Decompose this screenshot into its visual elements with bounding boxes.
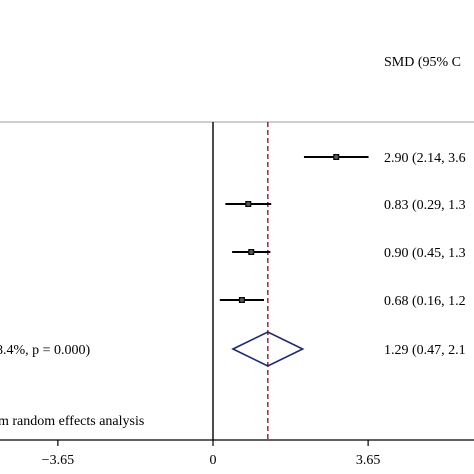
study-estimate-label: 0.68 (0.16, 1.2 [384, 294, 466, 309]
study-rows: 2.90 (2.14, 3.6 0.83 (0.29, 1.3 0.90 (0.45… [219, 151, 466, 309]
model-footnote: m random effects analysis [0, 414, 144, 429]
study-estimate-label: 0.90 (0.45, 1.3 [384, 246, 466, 261]
study-row: 0.83 (0.29, 1.3 [225, 198, 466, 213]
x-axis-ticks: −3.65 0 3.65 [42, 440, 381, 468]
heterogeneity-label: 8.4%, p = 0.000) [0, 343, 91, 358]
study-estimate-label: 2.90 (2.14, 3.6 [384, 151, 466, 166]
x-tick-label: 3.65 [356, 453, 381, 468]
estimate-column-header: SMD (95% C [384, 55, 461, 70]
x-tick-label: 0 [210, 453, 217, 468]
point-estimate [249, 249, 254, 255]
overall-diamond [231, 331, 305, 367]
x-tick-label: −3.65 [42, 453, 74, 468]
point-estimate [246, 201, 251, 207]
study-row: 0.68 (0.16, 1.2 [219, 294, 466, 309]
study-estimate-label: 0.83 (0.29, 1.3 [384, 198, 466, 213]
point-estimate [334, 154, 339, 160]
overall-estimate-label: 1.29 (0.47, 2.1 [384, 343, 466, 358]
point-estimate [239, 297, 245, 303]
study-row: 0.90 (0.45, 1.3 [232, 246, 466, 261]
study-row: 2.90 (2.14, 3.6 [303, 151, 466, 166]
